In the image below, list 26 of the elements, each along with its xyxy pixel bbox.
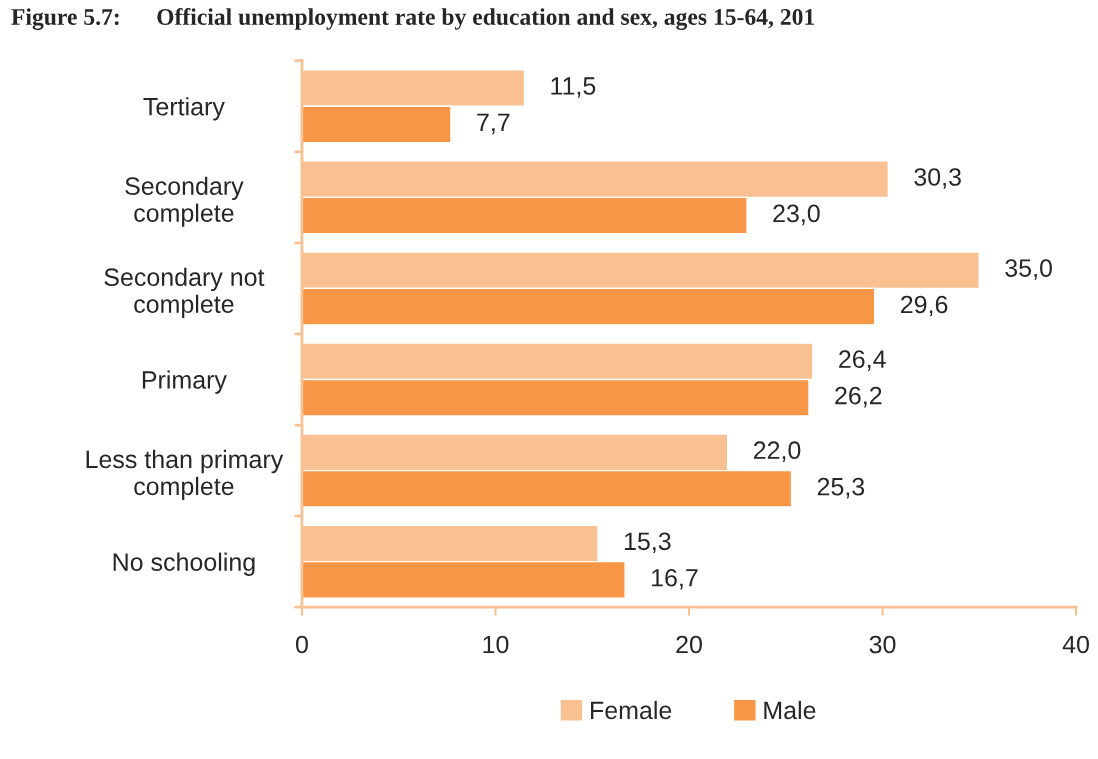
data-label: 26,4 [839, 350, 886, 371]
data-label: 26,2 [835, 386, 882, 408]
legend-label: Male [764, 700, 816, 720]
data-label: 25,3 [817, 477, 865, 499]
data-label: 22,0 [753, 441, 801, 463]
y-tick-label: Secondary not complete [104, 267, 265, 318]
y-tick-label: Less than primary complete [86, 449, 284, 501]
data-label: 15,3 [624, 532, 671, 554]
y-tick-label: Tertiary [143, 97, 225, 121]
data-label: 35,0 [1005, 259, 1052, 280]
x-tick-label: 40 [1062, 635, 1089, 654]
data-label: 29,6 [901, 295, 948, 317]
x-tick-label: 10 [483, 635, 509, 654]
legend-label: Female [591, 700, 672, 720]
data-label: 30,3 [914, 168, 961, 189]
data-label: 11,5 [551, 77, 596, 98]
y-tick-label: Primary [142, 370, 227, 394]
data-label: 16,7 [652, 568, 698, 590]
x-tick-label: 0 [295, 635, 308, 654]
x-tick-label: 20 [676, 635, 702, 654]
y-tick-label: No schooling [113, 552, 255, 576]
x-tick-label: 30 [869, 635, 896, 654]
data-label: 23,0 [773, 204, 820, 226]
data-label: 7,7 [477, 113, 510, 135]
y-tick-label: Secondary complete [125, 176, 244, 227]
chart-title: Figure 5.7: Official unemployment rate by education and sex, ages 15-64, 201 [11, 8, 815, 30]
